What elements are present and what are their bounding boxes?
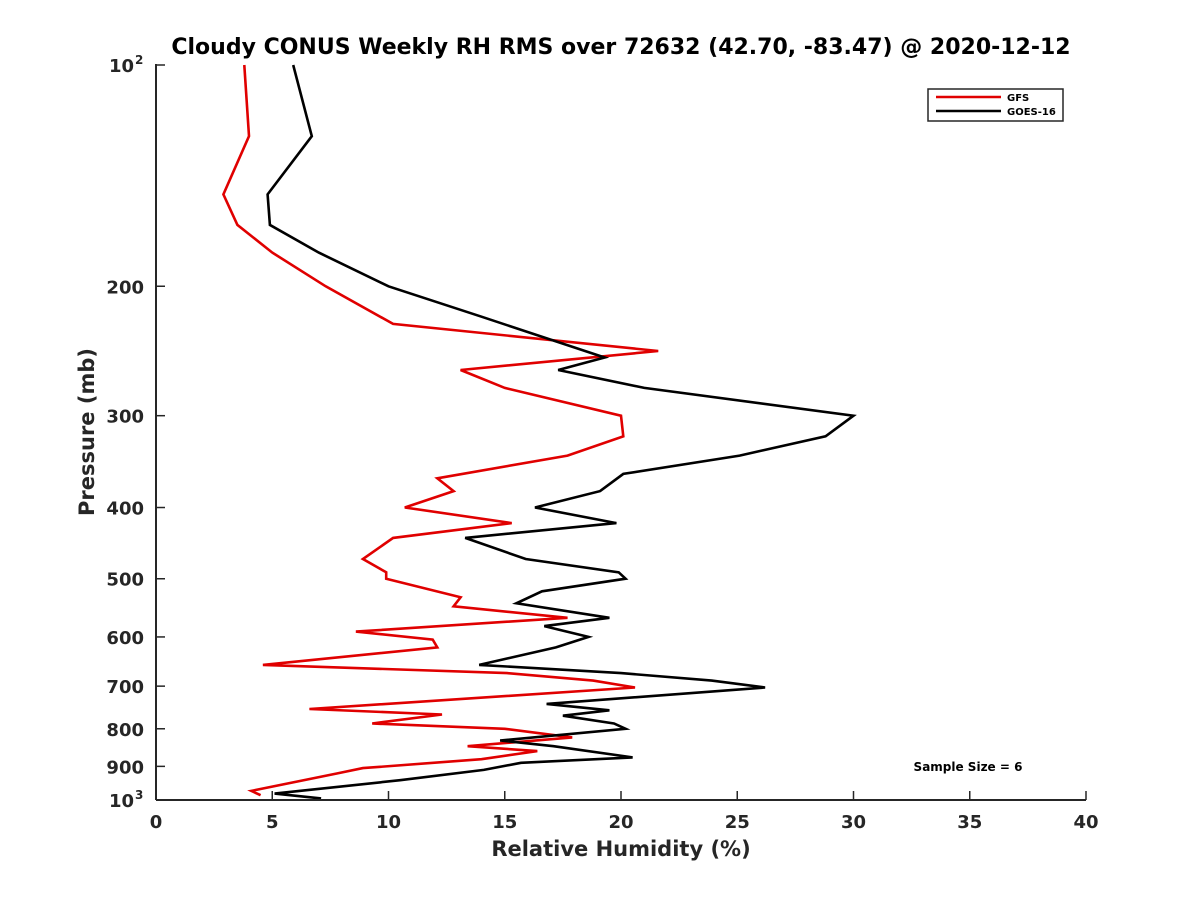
x-axis-ticks: 0 5 10 15 20 25 30 35 40: [150, 791, 1099, 833]
x-tick-label: 30: [841, 812, 866, 833]
y-tick-exponent: 2: [135, 53, 143, 67]
y-axis-label: Pressure (mb): [75, 348, 99, 516]
chart-title: Cloudy CONUS Weekly RH RMS over 72632 (4…: [171, 35, 1070, 60]
y-tick-label: 500: [106, 570, 144, 591]
y-tick-label: 600: [106, 628, 144, 649]
x-tick-label: 35: [957, 812, 982, 833]
x-tick-label: 40: [1073, 812, 1098, 833]
legend-box: [927, 88, 1064, 122]
x-tick-label: 0: [150, 812, 163, 833]
y-tick-label: 300: [106, 407, 144, 428]
x-tick-label: 10: [376, 812, 401, 833]
legend: GFS GOES-16: [927, 88, 1064, 122]
x-tick-label: 20: [608, 812, 633, 833]
y-tick-label: 800: [106, 720, 144, 741]
y-tick-label: 10: [109, 56, 134, 77]
series-line-gfs: [221, 64, 659, 797]
sample-size-annotation: Sample Size = 6: [914, 760, 1023, 774]
x-axis-label: Relative Humidity (%): [491, 837, 750, 861]
series-line-goes16: [266, 64, 857, 800]
y-tick-label: 900: [106, 757, 144, 778]
plot-area: 0 5 10 15 20 25 30 35 40 10 220030040050060070080…: [106, 53, 1098, 833]
y-tick-label: 10: [109, 791, 134, 812]
x-tick-label: 25: [725, 812, 750, 833]
y-tick-label: 700: [106, 677, 144, 698]
legend-label-goes16: GOES-16: [1007, 107, 1056, 118]
legend-label-gfs: GFS: [1007, 93, 1029, 104]
y-tick-label: 400: [106, 499, 144, 520]
x-tick-label: 5: [266, 812, 279, 833]
y-tick-label: 200: [106, 277, 144, 298]
y-tick-exponent: 3: [135, 788, 143, 802]
series-layer: [221, 64, 857, 800]
x-tick-label: 15: [492, 812, 517, 833]
